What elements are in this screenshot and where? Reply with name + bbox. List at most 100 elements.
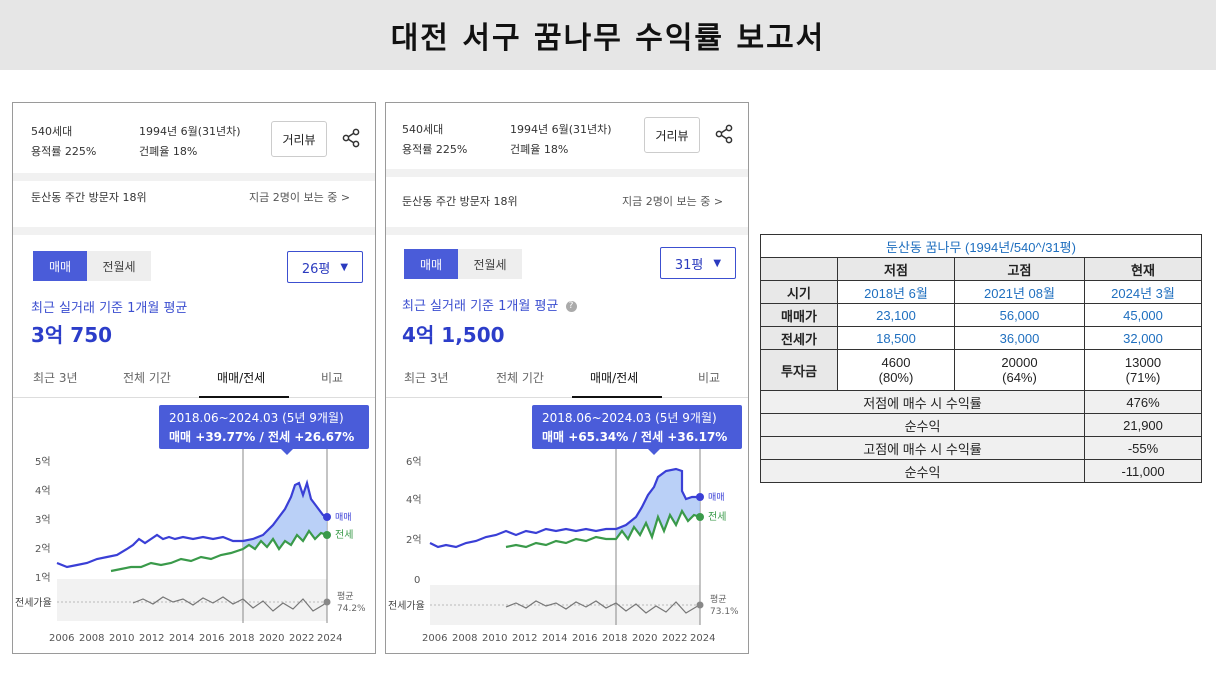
cell-invest-high: 20000 (64%) xyxy=(953,349,1086,391)
invest-amount: 20000 xyxy=(1001,355,1038,370)
visitor-rank: 둔산동 주간 방문자 18위 xyxy=(31,191,147,204)
tab-sale-jeonse[interactable]: 매매/전세 xyxy=(217,371,266,385)
legend-sale: 매매 xyxy=(335,512,352,523)
summary-value: -11,000 xyxy=(1084,459,1202,483)
period-tabs: 최근 3년 전체 기간 매매/전세 비교 xyxy=(386,365,748,398)
x-tick: 2014 xyxy=(169,633,194,644)
summary-label: 고점에 매수 시 수익률 xyxy=(759,436,1086,460)
x-tick: 2006 xyxy=(422,633,447,644)
road-view-button[interactable]: 거리뷰 xyxy=(644,117,700,153)
tab-recent-3y[interactable]: 최근 3년 xyxy=(33,371,78,385)
cell-time-high: 2021년 08월 xyxy=(953,280,1086,304)
road-view-button[interactable]: 거리뷰 xyxy=(271,121,327,157)
size-select[interactable]: 31평 ▼ xyxy=(660,247,736,279)
cell-sale-high: 56,000 xyxy=(953,303,1086,327)
size-select[interactable]: 26평 ▼ xyxy=(287,251,363,283)
floor-area-ratio: 용적률 225% xyxy=(31,145,97,158)
y-tick: 0 xyxy=(414,575,420,586)
y-tick: 2억 xyxy=(406,534,422,546)
col-header-high: 고점 xyxy=(953,257,1086,281)
tooltip-change: 매매 +65.34% / 전세 +36.17% xyxy=(542,429,727,444)
x-tick: 2020 xyxy=(259,633,284,644)
tooltip-pointer xyxy=(648,449,660,455)
ratio-avg-label: 평균 xyxy=(710,594,727,605)
avg-price-label: 최근 실거래 기준 1개월 평균 xyxy=(31,301,188,316)
sale-jeonse-gap-fill xyxy=(243,483,327,549)
tab-compare[interactable]: 비교 xyxy=(698,371,721,385)
info-icon[interactable]: ? xyxy=(565,301,577,312)
built-year: 1994년 6월(31년차) xyxy=(139,125,241,138)
legend-jeonse: 전세 xyxy=(708,511,726,523)
invest-pct: (80%) xyxy=(878,370,914,385)
row-label-invest: 투자금 xyxy=(760,349,838,391)
y-tick: 3억 xyxy=(35,514,51,526)
share-icon[interactable] xyxy=(341,127,363,149)
households: 540세대 xyxy=(31,125,73,138)
tab-compare[interactable]: 비교 xyxy=(321,371,344,385)
y-tick: 6억 xyxy=(406,456,422,468)
viewing-now-link[interactable]: 지금 2명이 보는 중 > xyxy=(622,195,724,208)
sale-price-line xyxy=(429,467,700,549)
x-tick: 2012 xyxy=(139,633,164,644)
x-tick: 2018 xyxy=(602,633,627,644)
divider xyxy=(13,227,375,235)
toggle-rent[interactable]: 전월세 xyxy=(458,249,522,279)
tab-all-period[interactable]: 전체 기간 xyxy=(496,371,544,385)
cell-jeonse-high: 36,000 xyxy=(953,326,1086,350)
tab-recent-3y[interactable]: 최근 3년 xyxy=(404,371,449,385)
tab-all-period[interactable]: 전체 기간 xyxy=(123,371,171,385)
row-label-sale: 매매가 xyxy=(760,303,838,327)
report-title: 대전 서구 꿈나무 수익률 보고서 xyxy=(390,21,826,56)
toggle-sale[interactable]: 매매 xyxy=(404,249,458,279)
x-tick: 2010 xyxy=(109,633,134,644)
trade-type-toggle: 매매 전월세 xyxy=(404,249,522,279)
chevron-down-icon: ▼ xyxy=(340,261,349,273)
invest-amount: 4600 xyxy=(881,355,911,370)
x-tick: 2018 xyxy=(229,633,254,644)
x-tick: 2022 xyxy=(662,633,687,644)
period-tabs: 최근 3년 전체 기간 매매/전세 비교 xyxy=(13,365,375,398)
summary-label: 순수익 xyxy=(759,459,1086,483)
tooltip-period: 2018.06~2024.03 (5년 9개월) xyxy=(542,411,717,425)
invest-amount: 13000 xyxy=(1124,355,1162,370)
summary-value: -55% xyxy=(1084,436,1202,460)
tooltip-box xyxy=(159,405,369,449)
cell-invest-low: 4600 (80%) xyxy=(837,349,955,391)
x-tick: 2012 xyxy=(512,633,537,644)
price-chart: 2018.06~2024.03 (5년 9개월) 매매 +39.77% / 전세… xyxy=(15,405,369,644)
toggle-sale[interactable]: 매매 xyxy=(33,251,87,281)
viewing-now-link[interactable]: 지금 2명이 보는 중 > xyxy=(249,191,351,204)
summary-label: 순수익 xyxy=(759,413,1086,437)
divider xyxy=(386,227,748,235)
jeonse-end-dot xyxy=(696,513,704,521)
y-tick: 2억 xyxy=(35,543,51,555)
share-icon[interactable] xyxy=(714,123,736,145)
sale-end-dot xyxy=(323,513,331,521)
cell-invest-now: 13000 (71%) xyxy=(1084,349,1202,391)
complex-info: 540세대 1994년 6월(31년차) 용적률 225% 건폐율 18% 거리… xyxy=(13,103,375,173)
return-report-table: 둔산동 꿈나무 (1994년/540^/31평) 저점 고점 현재 시기 201… xyxy=(759,234,1202,483)
size-value: 26평 xyxy=(301,261,331,277)
apartment-panel-26: 540세대 1994년 6월(31년차) 용적률 225% 건폐율 18% 거리… xyxy=(12,102,376,654)
ratio-band xyxy=(57,579,327,621)
apartment-panel-31: 540세대 1994년 6월(31년차) 용적률 225% 건폐율 18% 거리… xyxy=(385,102,749,654)
table-header: 둔산동 꿈나무 (1994년/540^/31평) xyxy=(760,234,1202,258)
toggle-rent[interactable]: 전월세 xyxy=(87,251,151,281)
legend-sale: 매매 xyxy=(708,492,725,503)
tooltip-change: 매매 +39.77% / 전세 +26.67% xyxy=(169,429,354,444)
corner-cell xyxy=(760,257,838,281)
x-tick: 2008 xyxy=(452,633,477,644)
x-tick: 2024 xyxy=(690,633,715,644)
complex-info: 540세대 1994년 6월(31년차) 용적률 225% 건폐율 18% 거리… xyxy=(386,103,748,173)
divider xyxy=(386,169,748,177)
ratio-end-dot xyxy=(323,598,331,606)
price-chart: 2018.06~2024.03 (5년 9개월) 매매 +65.34% / 전세… xyxy=(388,405,742,644)
tab-sale-jeonse[interactable]: 매매/전세 xyxy=(590,371,639,385)
y-tick: 1억 xyxy=(35,572,51,584)
invest-pct: (64%) xyxy=(1002,370,1037,385)
row-label-jeonse: 전세가 xyxy=(760,326,838,350)
chevron-down-icon: ▼ xyxy=(713,257,722,269)
col-header-low: 저점 xyxy=(837,257,955,281)
cell-jeonse-low: 18,500 xyxy=(837,326,955,350)
trade-type-toggle: 매매 전월세 xyxy=(33,251,151,281)
